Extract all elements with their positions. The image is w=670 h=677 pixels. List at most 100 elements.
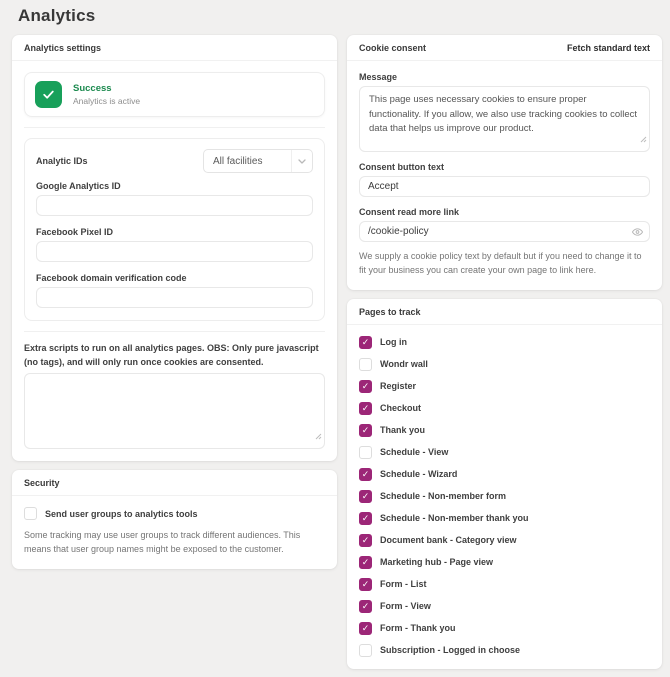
security-card: Security Send user groups to analytics t… [12, 470, 337, 569]
page-track-checkbox[interactable] [359, 445, 372, 459]
success-alert-title: Success [73, 83, 112, 94]
page-track-label: Form - List [380, 579, 427, 590]
page-track-checkbox-row[interactable]: ✓ Form - Thank you [359, 621, 650, 635]
analytics-settings-card-header: Analytics settings [12, 35, 337, 61]
page-track-label: Checkout [380, 403, 422, 414]
fetch-standard-text-button[interactable]: Fetch standard text [566, 43, 650, 53]
left-column: Analytics settings Success Analytics is … [12, 35, 337, 569]
page-track-label: Schedule - Non-member thank you [380, 513, 529, 524]
message-textarea[interactable]: This page uses necessary cookies to ensu… [359, 86, 650, 152]
page-track-label: Subscription - Logged in choose [380, 645, 521, 656]
consent-button-text-input[interactable] [359, 176, 650, 197]
security-card-header: Security [12, 470, 337, 496]
page-track-checkbox-row[interactable]: ✓ Form - List [359, 577, 650, 591]
page-track-checkbox-row[interactable]: Wondr wall [359, 357, 650, 371]
page-track-label: Thank you [380, 425, 426, 436]
success-alert-subtitle: Analytics is active [73, 96, 141, 106]
pages-to-track-list: ✓ Log in Wondr wall ✓ Register [347, 325, 662, 669]
facebook-pixel-id-input[interactable] [36, 241, 313, 262]
pages-to-track-card: Pages to track ✓ Log in Wondr wall [347, 298, 662, 669]
consent-read-more-label: Consent read more link [359, 207, 460, 217]
extra-scripts-label: Extra scripts to run on all analytics pa… [24, 343, 319, 367]
page-track-label: Form - View [380, 601, 431, 612]
page-track-checkbox[interactable]: ✓ [359, 335, 372, 349]
security-card-title: Security [24, 478, 60, 488]
page-track-label: Wondr wall [380, 359, 428, 370]
success-alert: Success Analytics is active [24, 72, 325, 117]
page-track-checkbox-row[interactable]: Schedule - View [359, 445, 650, 459]
cookie-consent-card: Cookie consent Fetch standard text Messa… [347, 35, 662, 290]
page-track-label: Document bank - Category view [380, 535, 517, 546]
message-textarea-wrap: This page uses necessary cookies to ensu… [359, 86, 650, 152]
page-track-checkbox[interactable]: ✓ [359, 379, 372, 393]
page-track-label: Register [380, 381, 417, 392]
page-track-label: Schedule - View [380, 447, 449, 458]
analytics-settings-card-title: Analytics settings [24, 43, 102, 53]
consent-button-text-label: Consent button text [359, 162, 444, 172]
page-track-checkbox-row[interactable]: ✓ Marketing hub - Page view [359, 555, 650, 569]
security-helper-text: Some tracking may use user groups to tra… [24, 530, 301, 554]
page-track-checkbox[interactable]: ✓ [359, 577, 372, 591]
facility-select[interactable]: All facilities [203, 149, 313, 173]
facility-select-value: All facilities [213, 155, 263, 167]
page-track-checkbox[interactable]: ✓ [359, 621, 372, 635]
facebook-domain-verification-label: Facebook domain verification code [36, 273, 187, 283]
page-track-checkbox[interactable]: ✓ [359, 467, 372, 481]
page-track-checkbox-row[interactable]: ✓ Document bank - Category view [359, 533, 650, 547]
page-track-checkbox[interactable]: ✓ [359, 401, 372, 415]
analytics-settings-card-body: Success Analytics is active Analytic IDs… [12, 61, 337, 461]
extra-scripts-textarea-wrap [24, 373, 325, 449]
analytic-ids-group: Analytic IDs All facilities Google Analy… [24, 138, 325, 321]
page-track-checkbox-row[interactable]: ✓ Schedule - Wizard [359, 467, 650, 481]
page-track-checkbox-row[interactable]: ✓ Schedule - Non-member thank you [359, 511, 650, 525]
extra-scripts-textarea[interactable] [24, 373, 325, 449]
page-track-checkbox-row[interactable]: ✓ Log in [359, 335, 650, 349]
page-track-checkbox[interactable]: ✓ [359, 511, 372, 525]
facebook-pixel-id-label: Facebook Pixel ID [36, 227, 114, 237]
page-track-checkbox[interactable]: ✓ [359, 599, 372, 613]
cookie-consent-card-body: Message This page uses necessary cookies… [347, 61, 662, 290]
send-user-groups-checkbox[interactable] [24, 507, 37, 520]
page-title: Analytics [18, 6, 96, 25]
page-track-checkbox-row[interactable]: ✓ Form - View [359, 599, 650, 613]
page-track-checkbox[interactable]: ✓ [359, 489, 372, 503]
cookie-consent-card-title: Cookie consent [359, 43, 427, 53]
page-track-checkbox[interactable] [359, 643, 372, 657]
content-columns: Analytics settings Success Analytics is … [12, 35, 662, 669]
page-track-checkbox-row[interactable]: ✓ Schedule - Non-member form [359, 489, 650, 503]
right-column: Cookie consent Fetch standard text Messa… [347, 35, 662, 669]
page-track-checkbox-row[interactable]: ✓ Checkout [359, 401, 650, 415]
chevron-down-icon [291, 150, 312, 172]
page-track-checkbox-row[interactable]: Subscription - Logged in choose [359, 643, 650, 657]
check-icon [35, 81, 62, 108]
analytic-ids-label: Analytic IDs [36, 156, 88, 166]
eye-icon[interactable] [632, 226, 643, 237]
google-analytics-id-input[interactable] [36, 195, 313, 216]
page-track-label: Form - Thank you [380, 623, 456, 634]
page-track-checkbox[interactable]: ✓ [359, 533, 372, 547]
security-card-body: Send user groups to analytics tools Some… [12, 496, 337, 569]
page-track-label: Log in [380, 337, 407, 348]
page-track-checkbox[interactable]: ✓ [359, 423, 372, 437]
cookie-consent-card-header: Cookie consent Fetch standard text [347, 35, 662, 61]
section-divider [24, 127, 325, 128]
pages-to-track-card-title: Pages to track [359, 306, 421, 317]
pages-to-track-card-header: Pages to track [347, 299, 662, 325]
page-track-checkbox-row[interactable]: ✓ Register [359, 379, 650, 393]
analytics-settings-card: Analytics settings Success Analytics is … [12, 35, 337, 461]
message-label: Message [359, 72, 398, 82]
facebook-domain-verification-input[interactable] [36, 287, 313, 308]
page-track-label: Schedule - Non-member form [380, 491, 507, 502]
page-track-checkbox[interactable] [359, 357, 372, 371]
success-alert-text: Success Analytics is active [73, 83, 140, 106]
consent-read-more-input-wrap [359, 221, 650, 242]
analytic-ids-header-row: Analytic IDs All facilities [36, 149, 313, 173]
section-divider [24, 331, 325, 332]
page-track-label: Marketing hub - Page view [380, 557, 494, 568]
page-track-checkbox-row[interactable]: ✓ Thank you [359, 423, 650, 437]
consent-read-more-input[interactable] [359, 221, 650, 242]
send-user-groups-checkbox-row[interactable]: Send user groups to analytics tools [24, 507, 325, 520]
google-analytics-id-label: Google Analytics ID [36, 181, 121, 191]
page-track-checkbox[interactable]: ✓ [359, 555, 372, 569]
